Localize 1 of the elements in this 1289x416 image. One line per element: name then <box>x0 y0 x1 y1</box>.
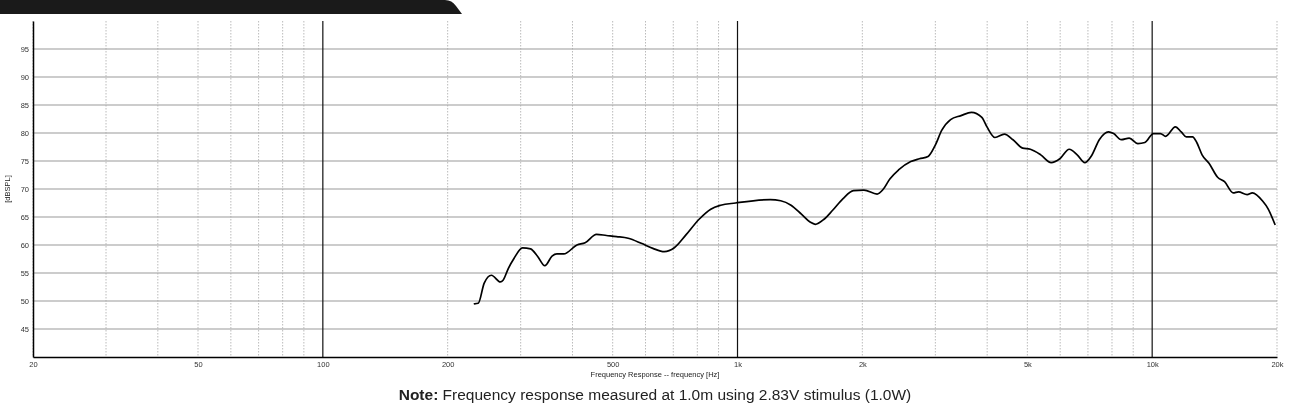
text: Note: Frequency response measured at 1.0m using 2.83V stimulus (1.0W) <box>398 386 912 403</box>
